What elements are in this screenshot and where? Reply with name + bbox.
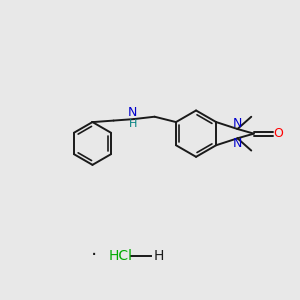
Text: H: H <box>154 248 164 262</box>
Text: N: N <box>128 106 138 119</box>
Text: N: N <box>233 117 242 130</box>
Text: HCl: HCl <box>108 248 132 262</box>
Text: N: N <box>233 137 242 150</box>
Text: O: O <box>274 127 284 140</box>
Text: H: H <box>129 119 137 129</box>
Text: ·: · <box>90 246 97 265</box>
